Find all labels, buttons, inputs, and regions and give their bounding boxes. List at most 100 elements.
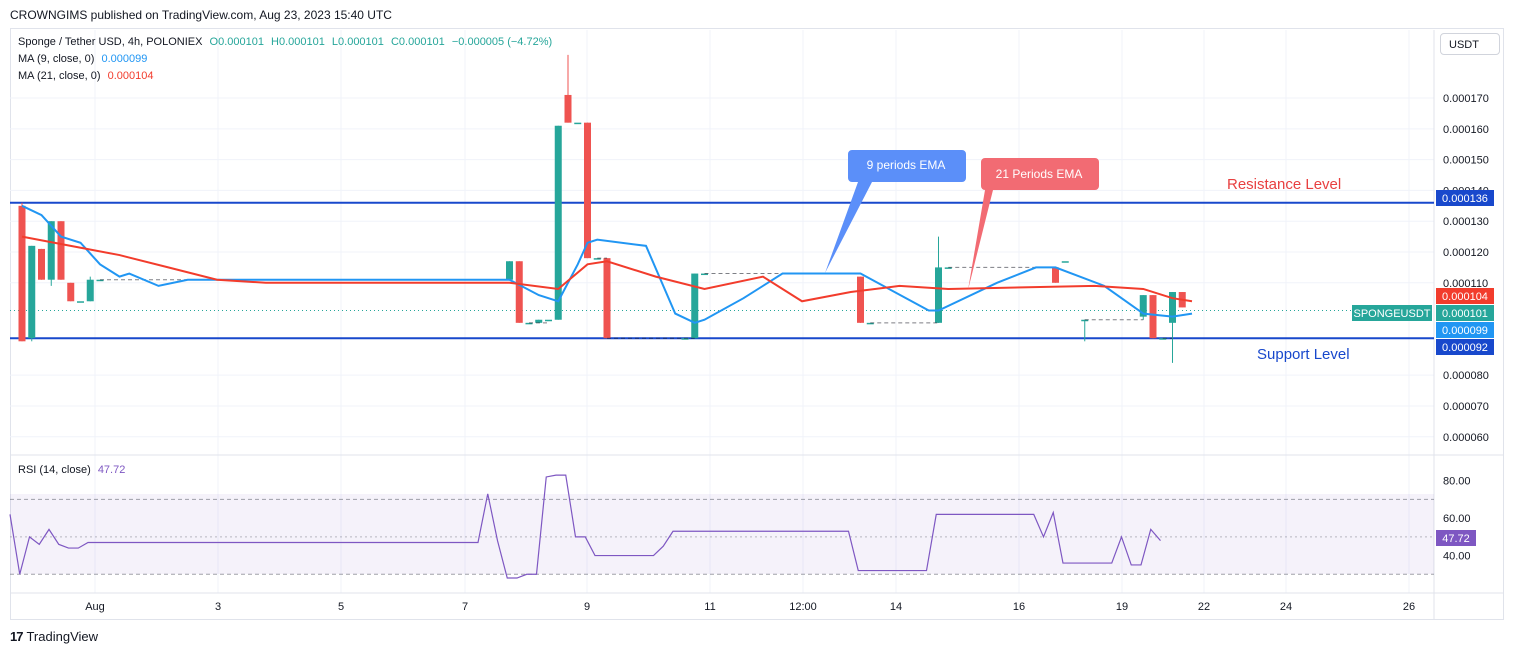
ma9-badge — [1436, 322, 1494, 338]
time-tick-label: 14 — [890, 601, 902, 613]
rsi-value: 47.72 — [97, 464, 126, 476]
price-tick-label: 0.000120 — [1443, 247, 1489, 259]
candle-body — [67, 282, 75, 302]
candles — [18, 54, 1186, 363]
low-value: L0.000101 — [331, 36, 384, 48]
resistance-label: Resistance Level — [1227, 176, 1341, 193]
ema9-callout-shape — [825, 150, 966, 273]
price-tick-label: 0.000170 — [1443, 93, 1489, 105]
candle-body — [574, 122, 582, 125]
candle-body — [96, 279, 104, 282]
time-tick-label: 11 — [704, 601, 715, 613]
resistance-badge-text: 0.000136 — [1442, 193, 1488, 205]
currency-button[interactable]: USDT — [1440, 33, 1500, 55]
time-tick-label: Aug — [85, 601, 105, 613]
candle-body — [1139, 295, 1147, 317]
time-tick-label: 19 — [1116, 601, 1128, 613]
candle-body — [47, 221, 55, 280]
rsi-badge — [1436, 530, 1476, 546]
candle-body — [86, 279, 94, 302]
candle-body — [1052, 267, 1059, 283]
ema21-callout-shape — [968, 158, 1099, 290]
price-tick-label: 0.000110 — [1443, 278, 1488, 290]
candle-body — [77, 301, 84, 303]
price-tick-label: 0.000160 — [1443, 124, 1489, 136]
ma9-legend[interactable]: MA (9, close, 0) 0.000099 — [18, 53, 147, 65]
candle-body — [18, 205, 26, 342]
candle-body — [515, 261, 523, 323]
tradingview-logo-icon: 17 — [10, 629, 24, 644]
footer-brand: TradingView — [26, 629, 99, 644]
candle-body — [1159, 338, 1167, 340]
ma9-label: MA (9, close, 0) — [18, 53, 95, 65]
ma21-legend[interactable]: MA (21, close, 0) 0.000104 — [18, 70, 154, 82]
candle-body — [1149, 295, 1157, 339]
price-tick-label: 0.000130 — [1443, 216, 1489, 228]
candle-body — [506, 261, 513, 280]
candle-body — [1169, 292, 1176, 323]
support-badge-text: 0.000092 — [1442, 342, 1488, 354]
symbol-tag — [1352, 305, 1432, 321]
symbol-tag-text: SPONGEUSDT — [1353, 308, 1430, 320]
price-tick-label: 0.000070 — [1443, 401, 1489, 413]
candle-body — [554, 125, 562, 320]
candle-body — [525, 322, 533, 325]
candle-body — [857, 276, 864, 323]
ma9-line — [21, 204, 1193, 324]
candle-body — [593, 258, 601, 260]
close-value: C0.000101 — [390, 36, 445, 48]
candle-body — [866, 322, 874, 325]
candle-body — [535, 319, 543, 323]
footer: 17 TradingView — [10, 629, 98, 644]
candle-body — [584, 122, 591, 259]
rsi-tick-label: 80.00 — [1443, 476, 1471, 488]
time-tick-label: 7 — [462, 601, 468, 613]
rsi-line — [9, 474, 1161, 579]
rsi-pane — [9, 474, 1434, 579]
ma21-line — [21, 235, 1193, 303]
resistance-badge — [1436, 190, 1494, 206]
candle-body — [564, 94, 572, 123]
ema21-callout-text: 21 Periods EMA — [996, 167, 1083, 181]
levels — [10, 201, 1434, 340]
time-tick-label: 24 — [1280, 601, 1292, 613]
candle-body — [1061, 261, 1069, 263]
time-tick-label: 26 — [1403, 601, 1415, 613]
symbol-title: Sponge / Tether USD, 4h, POLONIEX — [18, 36, 203, 48]
candle-body — [57, 221, 65, 280]
time-tick-label: 9 — [584, 601, 590, 613]
last-price-badge-text: 0.000101 — [1442, 308, 1488, 320]
symbol-legend: Sponge / Tether USD, 4h, POLONIEX O0.000… — [18, 36, 552, 48]
price-badges: 0.000136 0.000104 SPONGEUSDT 0.000101 0.… — [1352, 190, 1494, 546]
candle-body — [681, 338, 689, 340]
change-value: −0.000005 (−4.72%) — [451, 36, 553, 48]
rsi-legend[interactable]: RSI (14, close) 47.72 — [18, 464, 125, 476]
ma21-label: MA (21, close, 0) — [18, 70, 101, 82]
candle-body — [603, 258, 611, 339]
ma9-badge-text: 0.000099 — [1442, 325, 1488, 337]
rsi-band-fill — [10, 494, 1434, 574]
candle-body — [545, 319, 552, 322]
candle-body — [28, 245, 36, 339]
time-tick-label: 16 — [1013, 601, 1025, 613]
price-tick-label: 0.000150 — [1443, 155, 1489, 167]
time-tick-label: 3 — [215, 601, 221, 613]
callouts: 9 periods EMA 21 Periods EMA Resistance … — [825, 150, 1350, 363]
chart-frame — [10, 28, 1504, 620]
ma21-value: 0.000104 — [107, 70, 154, 82]
ma21-badge-text: 0.000104 — [1442, 291, 1488, 303]
last-price-badge — [1436, 305, 1494, 321]
candle-body — [944, 267, 952, 269]
candle-body — [691, 273, 699, 339]
open-value: O0.000101 — [209, 36, 264, 48]
high-value: H0.000101 — [271, 36, 325, 48]
time-tick-label: 5 — [338, 601, 344, 613]
rsi-tick-label: 40.00 — [1443, 551, 1471, 563]
rsi-label: RSI (14, close) — [18, 464, 91, 476]
candle-body — [935, 267, 942, 323]
rsi-tick-label: 60.00 — [1443, 513, 1471, 525]
ma-lines — [21, 204, 1193, 324]
time-axis: Aug 3 5 7 9 11 12:00 14 16 19 22 24 26 — [85, 601, 1415, 613]
time-tick-label: 22 — [1198, 601, 1210, 613]
